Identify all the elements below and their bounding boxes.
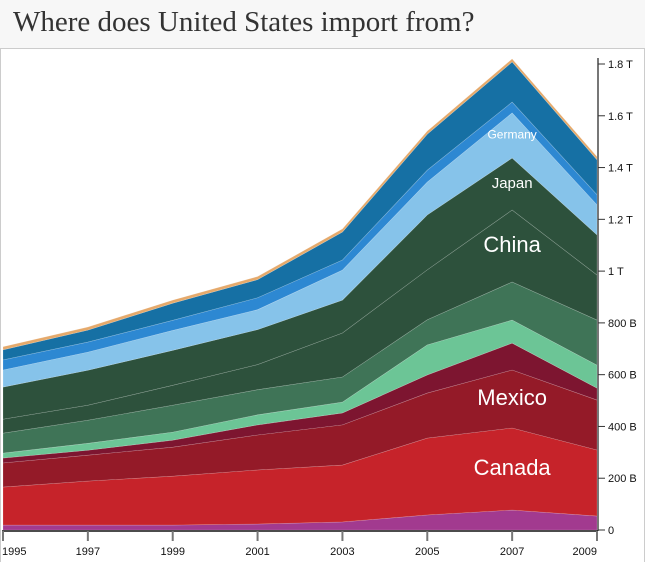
y-tick-label: 0	[608, 525, 614, 537]
x-axis: 1995 1997 1999 2001 2003 2005 2007 2009	[2, 530, 598, 558]
area-label-china: China	[483, 232, 541, 257]
y-tick-label: 800 B	[608, 318, 637, 330]
y-tick-label: 1.4 T	[608, 163, 633, 175]
y-tick-label: 1.2 T	[608, 214, 633, 226]
x-tick-label: 2007	[500, 546, 524, 558]
y-tick-label: 400 B	[608, 421, 637, 433]
area-label-japan: Japan	[492, 175, 533, 192]
y-tick-label: 200 B	[608, 473, 637, 485]
x-tick-label: 1997	[76, 546, 100, 558]
areas-group	[2, 58, 598, 531]
area-label-mexico: Mexico	[477, 385, 547, 410]
page-title: Where does United States import from?	[13, 6, 475, 38]
area-label-germany: Germany	[487, 128, 536, 142]
x-tick-label: 2003	[330, 546, 354, 558]
y-tick-label: 600 B	[608, 370, 637, 382]
x-tick-label: 2009	[573, 546, 597, 558]
area-labels-group: Canada Mexico China Japan Germany	[474, 128, 552, 480]
x-tick-label: 2001	[245, 546, 269, 558]
y-tick-label: 1.8 T	[608, 59, 633, 71]
x-tick-label: 1995	[2, 546, 26, 558]
y-tick-label: 1 T	[608, 266, 624, 278]
area-label-canada: Canada	[474, 455, 552, 480]
y-tick-label: 1.6 T	[608, 111, 633, 123]
x-tick-label: 1999	[160, 546, 184, 558]
y-axis: 0 200 B 400 B 600 B 800 B 1 T 1.2 T 1.4 T 1.6 T 1…	[597, 58, 637, 537]
title-bar: Where does United States import from?	[0, 0, 645, 48]
x-tick-label: 2005	[415, 546, 439, 558]
